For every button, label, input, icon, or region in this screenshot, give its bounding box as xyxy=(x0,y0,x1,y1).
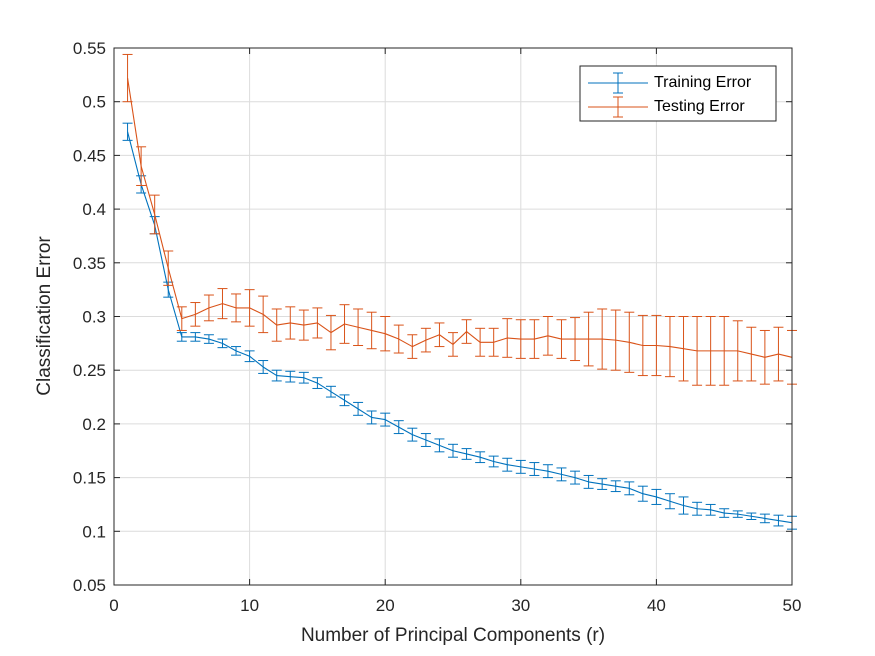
series-testing xyxy=(122,53,797,386)
y-tick-label: 0.35 xyxy=(73,254,106,273)
y-tick-label: 0.3 xyxy=(82,308,106,327)
legend-entry-training: Training Error xyxy=(588,72,752,94)
y-tick-label: 0.15 xyxy=(73,469,106,488)
y-tick-label: 0.2 xyxy=(82,415,106,434)
series-training xyxy=(122,122,797,530)
y-axis-title: Classification Error xyxy=(34,236,55,396)
legend-box xyxy=(579,65,777,122)
x-tick-label: 20 xyxy=(376,596,395,615)
series-layer xyxy=(122,53,797,530)
x-tick-label: 50 xyxy=(783,596,802,615)
ticks: 0 10 20 30 40 50 0.05 0.1 0.15 0.2 0.25 0.3 0.35 0.4 0… xyxy=(73,39,802,615)
y-tick-label: 0.45 xyxy=(73,146,106,165)
x-tick-label: 30 xyxy=(511,596,530,615)
x-tick-label: 40 xyxy=(647,596,666,615)
legend-label-testing: Testing Error xyxy=(654,98,745,115)
y-tick-label: 0.55 xyxy=(73,39,106,58)
y-tick-label: 0.25 xyxy=(73,361,106,380)
legend: Training Error Testing Error xyxy=(579,65,777,122)
legend-label-training: Training Error xyxy=(654,74,752,91)
series-line-testing xyxy=(127,77,793,358)
series-line-training xyxy=(127,131,793,524)
y-tick-label: 0.4 xyxy=(82,200,106,219)
y-tick-label: 0.5 xyxy=(82,93,106,112)
y-tick-label: 0.1 xyxy=(82,522,106,541)
plot-area: 0 10 20 30 40 50 0.05 0.1 0.15 0.2 0.25 0.3 0.35 0.4 0… xyxy=(73,39,802,615)
x-tick-label: 10 xyxy=(240,596,259,615)
x-tick-label: 0 xyxy=(109,596,118,615)
y-tick-label: 0.05 xyxy=(73,576,106,595)
legend-sample-training xyxy=(588,72,648,94)
legend-sample-testing xyxy=(588,96,648,118)
x-axis-title: Number of Principal Components (r) xyxy=(301,625,605,646)
legend-entry-testing: Testing Error xyxy=(588,96,745,118)
